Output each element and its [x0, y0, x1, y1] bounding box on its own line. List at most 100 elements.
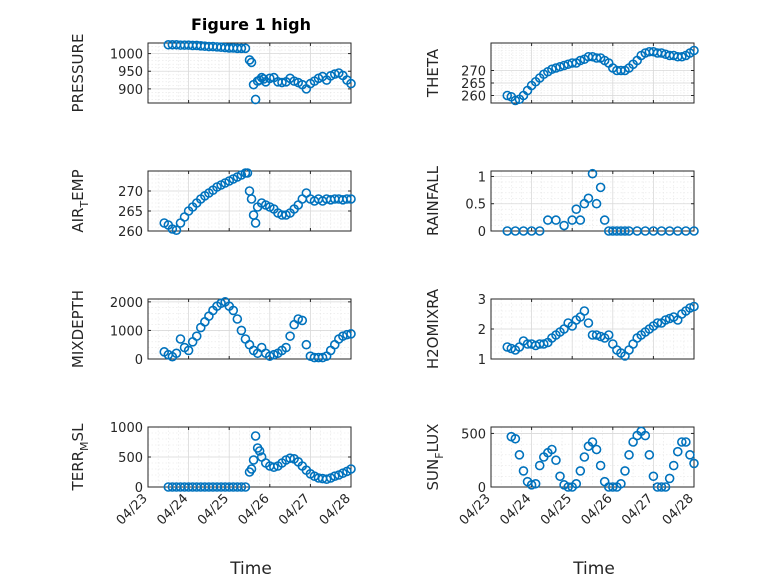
- data-point: [269, 462, 279, 473]
- data-point: [514, 450, 525, 460]
- y-tick-label: 2: [478, 323, 486, 338]
- data-point: [616, 478, 626, 489]
- x-axis-label-left: Time: [229, 559, 272, 579]
- data-point: [534, 460, 545, 471]
- y-axis-label: THETA: [424, 48, 442, 98]
- y-axis-label: AIRTEMP: [69, 169, 91, 232]
- data-point: [620, 466, 630, 476]
- data-point: [648, 471, 659, 482]
- y-axis-label: TERRMSL: [69, 423, 91, 492]
- axes-border: [490, 42, 695, 104]
- data-point: [551, 455, 561, 466]
- data-point: [285, 331, 295, 341]
- data-point: [587, 168, 598, 179]
- subplot-pressure: 900 950 1000 PRESSURE: [69, 34, 356, 113]
- data-point: [264, 73, 275, 84]
- y-tick-label: 260: [118, 225, 143, 240]
- y-tick-label: 950: [118, 65, 143, 80]
- data-point: [342, 329, 352, 340]
- data-point: [575, 215, 586, 225]
- data-point: [329, 471, 340, 482]
- data-point: [656, 48, 667, 58]
- data-point: [595, 460, 606, 471]
- y-tick-label: 1: [478, 170, 486, 185]
- x-tick-label: 04/28: [317, 491, 354, 528]
- data-point: [254, 446, 265, 456]
- data-point: [297, 315, 308, 326]
- data-point: [171, 225, 182, 235]
- y-tick-label: 260: [461, 90, 486, 105]
- data-point: [603, 330, 614, 340]
- data-point: [620, 226, 630, 236]
- data-point: [236, 482, 247, 492]
- data-point: [607, 482, 618, 492]
- data-point: [293, 314, 304, 324]
- data-point: [502, 90, 513, 101]
- y-tick-label: 900: [118, 83, 143, 98]
- x-tick-label: 04/25: [538, 491, 575, 528]
- y-axis-label: SUNFLUX: [424, 424, 446, 491]
- data-point: [277, 77, 287, 88]
- data-point: [346, 464, 356, 474]
- data-point: [685, 450, 695, 460]
- data-point: [567, 58, 578, 68]
- data-point: [624, 450, 634, 460]
- data-point: [583, 318, 594, 328]
- data-point: [240, 482, 251, 492]
- y-tick-label: 0: [478, 481, 486, 496]
- y-tick-label: 3: [478, 293, 486, 308]
- y-tick-label: 0.5: [465, 198, 486, 213]
- subplot-sun-flux: 0 500 04/23 04/24 04/25 04/26 04/27 04/28 SUNFLU…: [424, 424, 699, 528]
- x-tick-label: 04/23: [457, 491, 494, 528]
- data-point: [232, 314, 243, 324]
- data-point: [579, 452, 590, 462]
- y-tick-label: 0: [135, 353, 143, 368]
- data-point: [555, 471, 565, 482]
- data-point: [321, 474, 332, 485]
- y-tick-label: 500: [118, 451, 143, 466]
- data-point: [254, 75, 265, 85]
- data-point: [264, 351, 275, 361]
- data-point: [250, 431, 261, 441]
- data-point: [281, 342, 291, 353]
- data-point: [246, 464, 257, 474]
- data-point: [250, 218, 261, 228]
- data-point: [656, 482, 667, 492]
- data-point: [547, 444, 557, 455]
- data-point: [559, 60, 569, 71]
- data-point: [672, 446, 683, 457]
- x-tick-label: 04/27: [276, 491, 313, 528]
- subplot-terr-msl: 0 500 1000 04/23 04/24 04/25 04/26 04/27 04/28 TE…: [69, 421, 356, 528]
- data-point: [644, 450, 655, 460]
- data-point: [510, 433, 521, 444]
- data-point: [236, 325, 247, 336]
- data-point: [677, 51, 687, 62]
- data-point: [591, 444, 602, 455]
- y-axis-label: MIXDEPTH: [69, 290, 87, 368]
- y-tick-label: 1000: [110, 421, 143, 436]
- x-axis-label-right: Time: [572, 559, 615, 579]
- data-point: [681, 437, 691, 447]
- y-tick-label: 0: [478, 225, 486, 240]
- y-tick-label: 1000: [110, 48, 143, 63]
- data-point: [240, 43, 251, 54]
- data-point: [551, 215, 561, 225]
- axes-box: [147, 170, 352, 232]
- axes-border: [490, 170, 695, 232]
- data-point: [191, 331, 202, 341]
- y-axis-label: PRESSURE: [69, 34, 87, 113]
- data-point: [668, 460, 679, 471]
- data-point: [175, 334, 186, 344]
- data-point: [510, 95, 521, 106]
- axes-box: [490, 170, 695, 232]
- y-axis-label: H2OMIXRA: [424, 288, 442, 369]
- data-point: [342, 194, 352, 204]
- subplot-h2omixra: 1 2 3 H2OMIXRA: [424, 288, 699, 369]
- x-tick-label: 04/26: [579, 491, 616, 528]
- y-tick-label: 270: [118, 185, 143, 200]
- data-point: [583, 193, 594, 204]
- x-tick-label: 04/24: [497, 491, 534, 528]
- data-point: [317, 352, 328, 363]
- axes-border: [147, 298, 352, 360]
